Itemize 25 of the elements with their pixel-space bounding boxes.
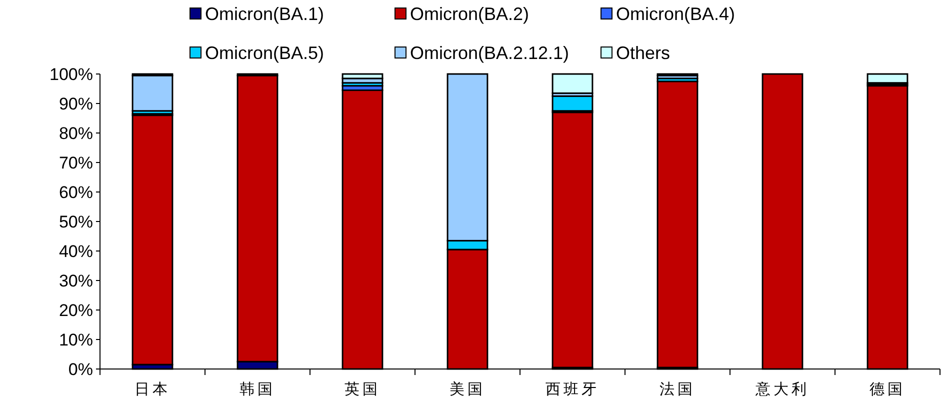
- x-tick-label: 英国: [344, 380, 380, 398]
- legend-label: Omicron(BA.2.12.1): [410, 43, 570, 63]
- x-tick-label: 美国: [450, 380, 486, 398]
- x-tick-label: 韩国: [240, 380, 276, 398]
- y-tick-label: 70%: [58, 154, 93, 172]
- x-tick-label: 日本: [134, 380, 170, 398]
- y-tick-label: 30%: [58, 272, 93, 290]
- x-tick-label: 法国: [660, 380, 696, 398]
- legend-label: Others: [616, 43, 670, 63]
- x-tick-label: 意大利: [754, 380, 810, 398]
- x-tick-label: 德国: [870, 380, 906, 398]
- legend-label: Omicron(BA.4): [616, 4, 736, 24]
- y-tick-label: 50%: [58, 212, 93, 232]
- y-tick-label: 100%: [50, 65, 93, 84]
- y-tick-label: 40%: [58, 242, 93, 261]
- y-tick-label: 20%: [58, 301, 93, 320]
- legend-label: Omicron(BA.2): [410, 4, 530, 24]
- y-tick-label: 0%: [68, 360, 93, 379]
- legend-label: Omicron(BA.5): [205, 43, 324, 63]
- y-tick-label: 60%: [58, 183, 93, 202]
- x-tick-label: 西班牙: [546, 380, 600, 398]
- y-tick-label: 90%: [58, 94, 93, 114]
- legend-label: Omicron(BA.1): [205, 4, 324, 24]
- y-tick-label: 80%: [58, 124, 93, 143]
- y-tick-label: 10%: [58, 330, 93, 350]
